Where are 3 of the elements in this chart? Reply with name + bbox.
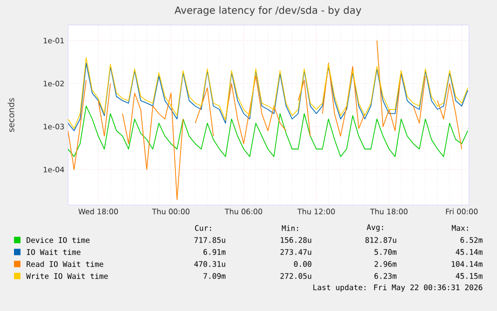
chart-title: Average latency for /dev/sda - by day [174, 6, 362, 16]
line-series [68, 106, 468, 158]
y-axis-title: seconds [8, 98, 14, 132]
